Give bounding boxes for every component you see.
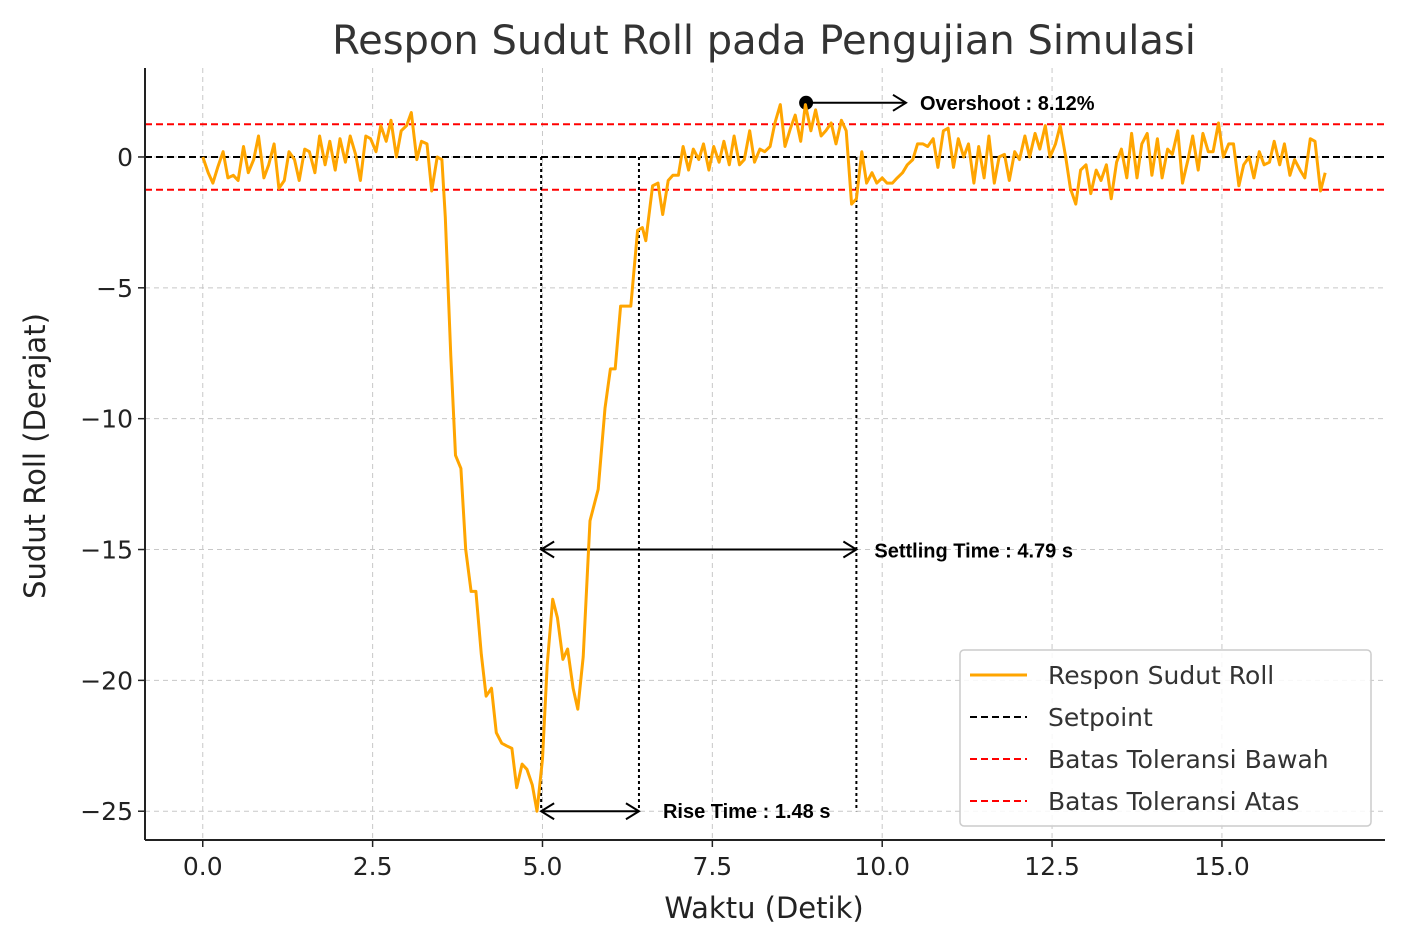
response-line bbox=[201, 103, 1327, 813]
overshoot-label: Overshoot : 8.12% bbox=[920, 93, 1095, 115]
legend-label: Respon Sudut Roll bbox=[1048, 661, 1274, 690]
y-tick-label: −10 bbox=[80, 405, 133, 434]
settling-time-label: Settling Time : 4.79 s bbox=[874, 541, 1073, 563]
tick-labels: 0.0 2.5 5.0 7.5 10.0 12.5 15.0 0 −5 −10 −15 −20 −25 bbox=[80, 143, 1250, 881]
y-tick-label: 0 bbox=[117, 143, 133, 172]
legend-label: Setpoint bbox=[1048, 703, 1153, 732]
legend-label: Batas Toleransi Bawah bbox=[1048, 745, 1329, 774]
x-axis-label: Waktu (Detik) bbox=[664, 891, 863, 925]
x-tick-label: 2.5 bbox=[353, 852, 393, 881]
legend-item-lower-tolerance: Batas Toleransi Bawah bbox=[970, 745, 1329, 774]
x-tick-label: 7.5 bbox=[692, 852, 732, 881]
x-tick-label: 12.5 bbox=[1024, 852, 1080, 881]
x-tick-label: 10.0 bbox=[854, 852, 910, 881]
chart-title: Respon Sudut Roll pada Pengujian Simulas… bbox=[332, 18, 1196, 64]
overshoot-arrow bbox=[806, 93, 908, 112]
settling-time-arrow bbox=[539, 540, 859, 559]
annotations: Settling Time : 4.79 s Rise Time : 1.48 s… bbox=[539, 93, 1095, 823]
x-tick-label: 15.0 bbox=[1194, 852, 1250, 881]
series-layer bbox=[201, 103, 1327, 813]
legend-label: Batas Toleransi Atas bbox=[1048, 787, 1299, 816]
legend: Respon Sudut Roll Setpoint Batas Toleransi… bbox=[959, 649, 1372, 827]
rise-time-label: Rise Time : 1.48 s bbox=[663, 801, 831, 823]
y-tick-label: −20 bbox=[80, 666, 133, 695]
x-tick-label: 5.0 bbox=[523, 852, 563, 881]
legend-item-response: Respon Sudut Roll bbox=[970, 661, 1274, 690]
legend-item-setpoint: Setpoint bbox=[970, 703, 1153, 732]
y-tick-label: −5 bbox=[96, 274, 133, 303]
y-tick-label: −15 bbox=[80, 536, 133, 565]
x-tick-label: 0.0 bbox=[183, 852, 223, 881]
legend-item-upper-tolerance: Batas Toleransi Atas bbox=[970, 787, 1299, 816]
y-axis-label: Sudut Roll (Derajat) bbox=[18, 313, 52, 599]
rise-time-arrow bbox=[539, 802, 641, 821]
legend-box bbox=[959, 649, 1372, 827]
axes bbox=[138, 68, 1385, 847]
reference-lines bbox=[145, 123, 1385, 191]
overshoot-peak-point bbox=[799, 95, 814, 110]
y-tick-label: −25 bbox=[80, 797, 133, 826]
